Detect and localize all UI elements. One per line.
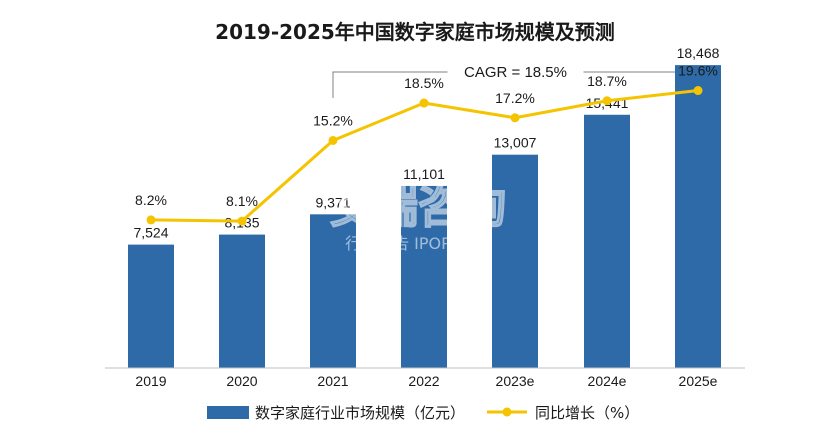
x-tick-2023e: 2023e [496, 373, 535, 389]
growth-label-2019: 8.2% [135, 192, 167, 208]
growth-label-2025e: 19.6% [678, 63, 718, 79]
bar-2020 [219, 234, 265, 368]
bar-2021 [310, 214, 356, 368]
growth-label-2022: 18.5% [404, 75, 444, 91]
bar-2019 [128, 244, 174, 368]
x-tick-2024e: 2024e [588, 373, 627, 389]
legend: 数字家庭行业市场规模（亿元） 同比增长（%） [207, 404, 639, 422]
growth-point-2024e [602, 96, 612, 106]
line-value-labels: 8.2% 8.1% 15.2% 18.5% 17.2% 18.7% 19.6% [135, 63, 718, 210]
legend-line-label: 同比增长（%） [535, 404, 639, 422]
bar-label-2019: 7,524 [133, 225, 168, 241]
x-tick-2025e: 2025e [679, 373, 718, 389]
bar-label-2022: 11,101 [403, 166, 445, 182]
x-tick-2019: 2019 [135, 373, 166, 389]
growth-label-2024e: 18.7% [587, 73, 627, 89]
growth-point-2025e [693, 86, 703, 96]
bar-2024e [584, 114, 630, 368]
bar-label-2025e: 18,468 [677, 45, 720, 61]
growth-label-2020: 8.1% [226, 193, 258, 209]
growth-point-2021 [328, 135, 338, 145]
growth-point-2023e [510, 113, 520, 123]
cagr-label: CAGR = 18.5% [464, 64, 567, 81]
bar-2022 [401, 185, 447, 368]
bar-2025e [675, 65, 721, 368]
growth-point-2022 [419, 98, 429, 108]
watermark-main: 艾瑞咨询 [330, 182, 506, 233]
line-series [146, 86, 703, 226]
legend-bar-swatch [207, 406, 249, 419]
growth-point-2019 [146, 215, 156, 225]
x-tick-2022: 2022 [408, 373, 439, 389]
bar-2023e [492, 154, 538, 368]
chart-title: 2019-2025年中国数字家庭市场规模及预测 [215, 20, 615, 44]
growth-point-2020 [237, 216, 247, 226]
x-axis-ticks: 2019 2020 2021 2022 2023e 2024e 2025e [135, 373, 717, 389]
bar-label-2023e: 13,007 [494, 135, 537, 151]
legend-bar-label: 数字家庭行业市场规模（亿元） [255, 404, 465, 422]
growth-label-2021: 15.2% [313, 112, 353, 128]
cagr-bracket [332, 71, 448, 98]
growth-label-2023e: 17.2% [495, 90, 535, 106]
watermark-sub: 行业报告 IPOPO.CN [345, 234, 491, 253]
x-tick-2021: 2021 [317, 373, 348, 389]
bar-series [128, 65, 721, 368]
bar-label-2021: 9,371 [315, 194, 350, 210]
legend-line-marker [502, 407, 512, 417]
x-tick-2020: 2020 [226, 373, 257, 389]
watermark: 艾瑞咨询 行业报告 IPOPO.CN [329, 181, 507, 253]
